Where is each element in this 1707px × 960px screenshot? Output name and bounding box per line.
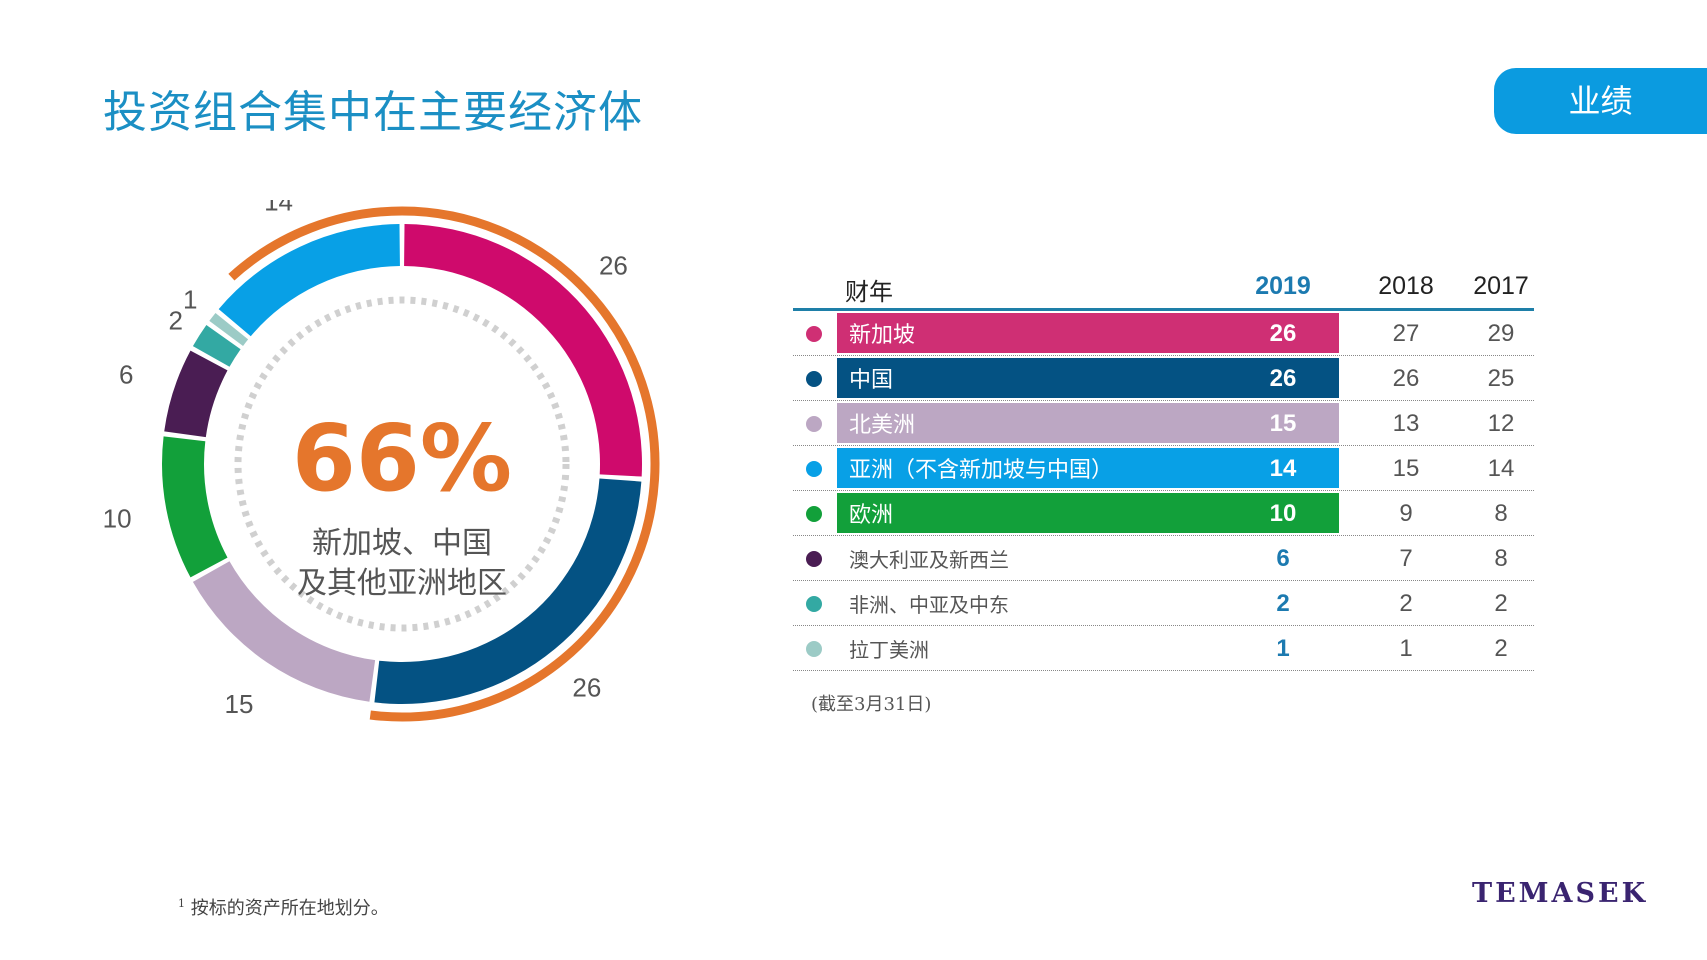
row-value-2019: 2 bbox=[1276, 590, 1290, 617]
row-value-2018: 26 bbox=[1392, 365, 1420, 392]
header-fy: 财年 bbox=[845, 278, 893, 306]
row-region-name: 北美洲 bbox=[849, 413, 916, 438]
donut-slice bbox=[374, 478, 642, 704]
table-row: 拉丁美洲 1 1 2 bbox=[793, 626, 1534, 671]
row-region-name: 非洲、中亚及中东 bbox=[849, 593, 1009, 617]
row-highlight-bar bbox=[837, 448, 1339, 488]
row-region-name: 拉丁美洲 bbox=[849, 638, 929, 662]
donut-slice bbox=[162, 436, 228, 578]
row-value-2017: 29 bbox=[1487, 320, 1515, 347]
row-highlight-bar bbox=[837, 358, 1339, 398]
row-region-name: 欧洲 bbox=[849, 503, 894, 528]
center-label-line-1: 新加坡、中国 bbox=[312, 526, 492, 561]
highlight-arc-group bbox=[228, 206, 660, 722]
row-value-2018: 1 bbox=[1399, 635, 1413, 662]
row-value-2018: 15 bbox=[1392, 455, 1420, 482]
row-value-2018: 13 bbox=[1392, 410, 1420, 437]
row-value-2019: 15 bbox=[1269, 410, 1297, 437]
row-region-name: 亚洲（不含新加坡与中国） bbox=[849, 458, 1114, 483]
row-highlight-bar bbox=[837, 493, 1339, 533]
slice-value-label: 26 bbox=[599, 250, 628, 280]
row-value-2019: 26 bbox=[1269, 365, 1297, 392]
row-value-2018: 27 bbox=[1392, 320, 1420, 347]
legend-dot bbox=[806, 371, 822, 387]
temasek-logo: TEMASEK bbox=[1472, 878, 1649, 909]
header-2019: 2019 bbox=[1255, 272, 1311, 300]
row-value-2019: 10 bbox=[1269, 500, 1297, 527]
table-row: 欧洲 10 9 8 bbox=[793, 491, 1534, 536]
legend-dot bbox=[806, 416, 822, 432]
row-highlight-bar bbox=[837, 403, 1339, 443]
header-2017: 2017 bbox=[1473, 272, 1529, 300]
legend-dot bbox=[806, 461, 822, 477]
slice-value-label: 10 bbox=[103, 503, 132, 533]
slice-value-labels: 26 26 15 10 6 21 14 bbox=[103, 200, 628, 719]
legend-dot bbox=[806, 506, 822, 522]
highlight-arc bbox=[369, 206, 660, 722]
page-title: 投资组合集中在主要经济体 bbox=[103, 87, 643, 138]
row-highlight-bar bbox=[837, 313, 1339, 353]
row-value-2017: 8 bbox=[1494, 500, 1508, 527]
row-value-2017: 14 bbox=[1487, 455, 1515, 482]
legend-dot bbox=[806, 326, 822, 342]
slice-value-label: 6 bbox=[119, 359, 133, 389]
donut-chart: 26 26 15 10 6 21 14 66% 新加坡、中国 及其他亚洲地区 bbox=[103, 200, 660, 722]
section-tab[interactable]: 业绩 bbox=[1494, 68, 1707, 134]
footnote: 1 按标的资产所在地划分。 bbox=[178, 894, 389, 920]
row-value-2018: 9 bbox=[1399, 500, 1413, 527]
region-table: 财年 2019 2018 2017 新加坡 26 27 29 中国 26 26 25 北美洲 15… bbox=[793, 262, 1534, 671]
row-value-2017: 8 bbox=[1494, 545, 1508, 572]
table-header: 财年 2019 2018 2017 bbox=[793, 262, 1534, 311]
donut-slice bbox=[192, 561, 376, 702]
row-value-2017: 2 bbox=[1494, 590, 1508, 617]
table-body: 新加坡 26 27 29 中国 26 26 25 北美洲 15 13 12 亚洲（不含新加坡与中国） 14… bbox=[793, 311, 1534, 671]
inner-dotted-ring bbox=[234, 296, 570, 632]
donut-slice bbox=[192, 324, 241, 367]
footnote-mark: 1 bbox=[178, 897, 185, 910]
slice-value-label: 1 bbox=[183, 285, 197, 315]
row-region-name: 新加坡 bbox=[849, 323, 916, 348]
table-row: 中国 26 26 25 bbox=[793, 356, 1534, 401]
row-region-name: 澳大利亚及新西兰 bbox=[849, 548, 1009, 572]
date-note: (截至3月31日) bbox=[811, 694, 932, 715]
row-value-2019: 26 bbox=[1269, 320, 1297, 347]
slice-value-label: 14 bbox=[264, 200, 293, 217]
table-row: 北美洲 15 13 12 bbox=[793, 401, 1534, 446]
footnote-text: 按标的资产所在地划分。 bbox=[190, 898, 389, 919]
slice-value-label: 26 bbox=[572, 672, 601, 702]
table-row: 新加坡 26 27 29 bbox=[793, 311, 1534, 356]
row-value-2019: 14 bbox=[1269, 455, 1297, 482]
row-value-2018: 2 bbox=[1399, 590, 1413, 617]
row-value-2018: 7 bbox=[1399, 545, 1413, 572]
row-region-name: 中国 bbox=[849, 368, 894, 393]
table-row: 非洲、中亚及中东 2 2 2 bbox=[793, 581, 1534, 626]
table-row: 亚洲（不含新加坡与中国） 14 15 14 bbox=[793, 446, 1534, 491]
slice-value-label: 2 bbox=[168, 305, 182, 335]
row-value-2017: 25 bbox=[1487, 365, 1515, 392]
slice-value-label: 15 bbox=[225, 689, 254, 719]
row-value-2019: 6 bbox=[1276, 545, 1290, 572]
table-row: 澳大利亚及新西兰 6 7 8 bbox=[793, 536, 1534, 581]
row-value-2017: 2 bbox=[1494, 635, 1508, 662]
center-percent: 66% bbox=[292, 405, 512, 512]
legend-dot bbox=[806, 596, 822, 612]
donut-slice bbox=[404, 224, 642, 477]
center-label-line-2: 及其他亚洲地区 bbox=[297, 566, 507, 601]
donut-slice bbox=[209, 312, 249, 346]
donut-slice bbox=[164, 350, 228, 438]
header-2018: 2018 bbox=[1378, 272, 1434, 300]
highlight-arc bbox=[228, 206, 403, 281]
donut-slice bbox=[218, 224, 400, 337]
donut-slices bbox=[162, 224, 642, 704]
legend-dot bbox=[806, 551, 822, 567]
legend-dot bbox=[806, 641, 822, 657]
row-value-2017: 12 bbox=[1487, 410, 1515, 437]
row-value-2019: 1 bbox=[1276, 635, 1290, 662]
